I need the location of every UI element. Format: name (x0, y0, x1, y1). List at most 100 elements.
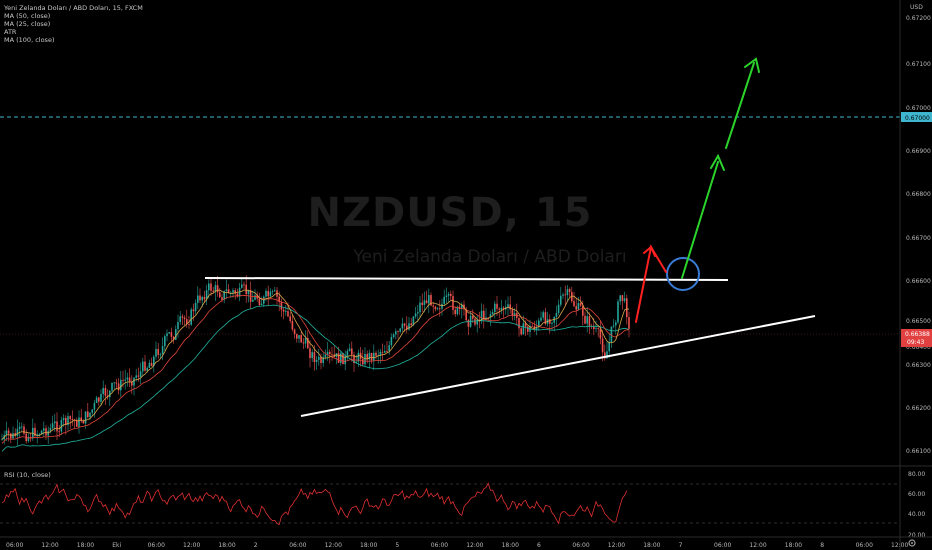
time-tick: 8 (820, 542, 824, 549)
rsi-tick: 80.00 (908, 471, 925, 478)
support-trendline[interactable] (300, 315, 816, 417)
candle-body (520, 328, 522, 335)
price-tick: 0.66100 (906, 448, 931, 455)
rsi-tick: 40.00 (908, 511, 925, 518)
legend-ma25[interactable]: MA (25, close) (4, 20, 51, 28)
settings-icon[interactable] (908, 539, 916, 547)
candle-body (472, 315, 474, 319)
candle-body (573, 301, 575, 307)
candle-body (425, 300, 428, 304)
ma-50-line (1, 294, 629, 444)
candle-body (271, 290, 274, 292)
candle-body (441, 303, 443, 309)
candle-body (212, 290, 214, 292)
candle-body (14, 433, 16, 436)
price-axis[interactable]: 0.67200 0.67100 0.66900 0.66800 0.66700 … (906, 15, 931, 455)
candle-body (304, 338, 307, 344)
candle-body (491, 311, 494, 315)
time-axis[interactable]: 06:00 12:00 18:00 Eki 06:00 12:00 18:00 2 06:00 1… (6, 542, 908, 549)
legend-ma50[interactable]: MA (50, close) (4, 12, 51, 20)
candle-body (309, 348, 311, 359)
candle-body (346, 351, 349, 357)
candle-body (353, 354, 355, 364)
candle-body (205, 290, 208, 300)
time-tick: 06:00 (572, 542, 589, 549)
candle-body (267, 290, 269, 297)
breakout-circle[interactable] (666, 257, 700, 291)
candle-body (45, 428, 47, 436)
candle-body (597, 328, 599, 330)
legend-ma100[interactable]: MA (100, close) (4, 36, 55, 44)
price-tick: 0.66900 (906, 148, 931, 155)
candle-body (615, 322, 617, 326)
rsi-legend[interactable]: RSI (10, close) (4, 471, 51, 479)
candle-body (190, 309, 192, 325)
time-tick: 12:00 (749, 542, 766, 549)
time-tick: 06:00 (856, 542, 873, 549)
red-projection-arrow[interactable] (635, 244, 667, 323)
candle-body (348, 348, 351, 352)
time-tick: 06:00 (289, 542, 306, 549)
candle-body (524, 323, 527, 327)
candle-body (98, 397, 100, 402)
candle-body (522, 323, 525, 335)
candle-body (362, 358, 364, 365)
candle-body (434, 306, 437, 310)
price-tick: 0.67200 (906, 15, 931, 22)
candle-body (100, 393, 102, 402)
candle-body (619, 295, 621, 302)
candle-body (579, 303, 582, 306)
candle-body (210, 283, 212, 291)
rsi-tick: 20.00 (908, 532, 925, 539)
candle-body (621, 295, 624, 301)
candle-body (10, 433, 12, 439)
candle-body (155, 348, 157, 357)
legend-atr[interactable]: ATR (4, 28, 17, 36)
candle-body (95, 397, 98, 403)
time-tick: 12:00 (183, 542, 200, 549)
candle-body (115, 382, 118, 384)
rsi-line (1, 482, 628, 526)
time-tick: 18:00 (502, 542, 519, 549)
green-projection-arrow[interactable] (681, 57, 760, 279)
candle-body (164, 336, 166, 347)
candle-body (485, 317, 487, 319)
candle-body (179, 316, 181, 323)
candle-body (43, 428, 45, 431)
candle-body (247, 290, 250, 295)
candle-body (177, 322, 179, 330)
rsi-axis[interactable]: 80.00 60.00 40.00 20.00 (908, 471, 925, 539)
resistance-line[interactable] (204, 277, 729, 281)
candle-body (577, 303, 580, 310)
candle-body (117, 383, 120, 391)
candle-body (313, 352, 316, 362)
candle-body (122, 379, 124, 381)
candle-body (291, 321, 294, 330)
candle-body (595, 328, 597, 330)
candle-body (626, 298, 628, 318)
candle-body (249, 290, 252, 302)
candle-body (494, 303, 496, 312)
candle-body (432, 305, 434, 307)
candle-body (175, 329, 177, 340)
candle-body (599, 328, 602, 339)
candle-body (403, 323, 406, 326)
candle-body (230, 292, 232, 294)
candle-body (436, 308, 439, 310)
candle-body (452, 295, 454, 310)
legend-title[interactable]: Yeni Zelanda Doları / ABD Doları, 15, FX… (4, 4, 143, 12)
rsi-tick: 60.00 (908, 491, 925, 498)
time-tick: 18:00 (360, 542, 377, 549)
candle-body (274, 290, 276, 292)
candle-body (21, 426, 23, 428)
candle-body (27, 436, 30, 442)
candle-body (71, 419, 74, 421)
candle-body (623, 298, 626, 301)
candle-body (76, 420, 78, 427)
candle-body (12, 433, 14, 439)
candle-body (7, 430, 10, 434)
candle-body (80, 417, 82, 421)
candle-body (454, 309, 456, 315)
candle-body (186, 319, 188, 324)
